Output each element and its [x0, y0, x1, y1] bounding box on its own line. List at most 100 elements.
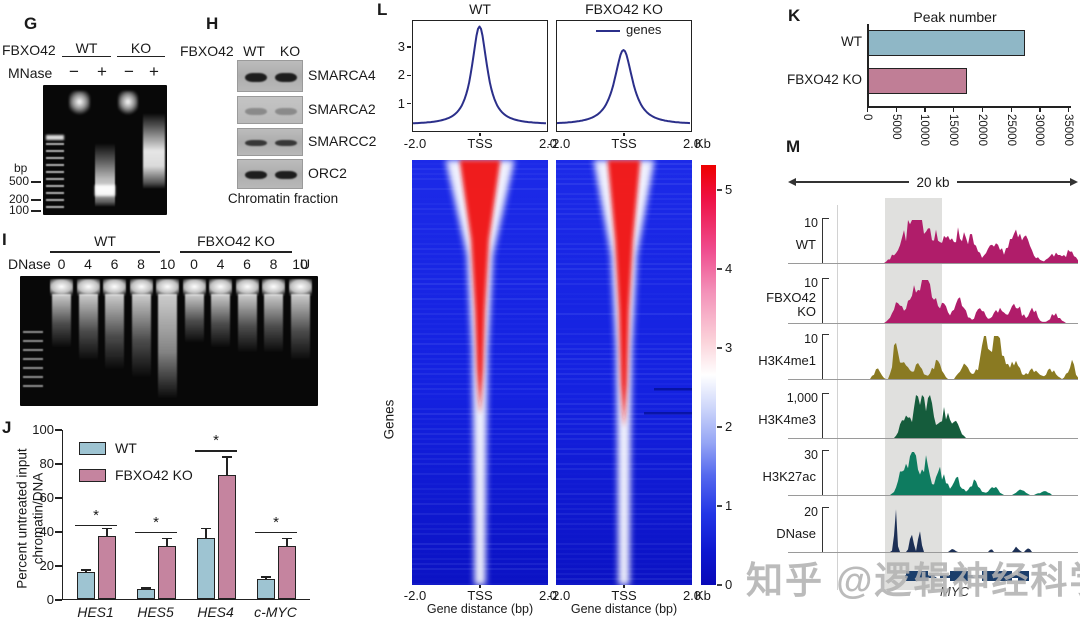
gel-ladder-lane [23, 331, 43, 391]
gene-direction-arrow-icon [934, 572, 940, 580]
heatmap-colorbar [701, 165, 716, 585]
colorbar-tick-label: 5 [725, 182, 733, 197]
error-bar-cap [201, 527, 211, 530]
bar-wt [257, 578, 275, 599]
mnase-sign: − [124, 62, 134, 81]
colorbar-tick-label: 3 [725, 340, 733, 355]
mnase-sign: + [97, 62, 107, 81]
gel-lane [76, 279, 100, 403]
gel-well-band [50, 279, 73, 296]
significance-line [195, 450, 237, 452]
blot-label-smarca2: SMARCA2 [308, 101, 376, 117]
dose-label: 6 [243, 256, 251, 272]
profile-y-tick-label: 1 [397, 95, 405, 111]
gel-well-band [182, 279, 206, 296]
x-tick-label: -2.0 [547, 588, 571, 603]
legend-swatch-0 [79, 442, 106, 455]
marker-tick [31, 199, 41, 201]
marker-200: 200 [8, 192, 29, 206]
marker-tick [31, 181, 41, 183]
colorbar-tick-mark [717, 426, 722, 428]
gel-smear [211, 294, 230, 348]
gel-ladder-lane [46, 143, 64, 209]
blot-strip-smarcc2 [237, 128, 303, 156]
profile-title-wt: WT [469, 1, 491, 17]
colorbar-tick-mark [717, 268, 722, 270]
gel-smear [131, 294, 151, 379]
error-bar-cap [261, 576, 271, 578]
track-axis-bracket [822, 278, 829, 323]
arrow-left-icon [788, 178, 796, 186]
gel-well-band [288, 279, 312, 296]
genes-row-label: Genes [381, 399, 397, 440]
track-baseline [788, 552, 1078, 553]
protein-band [245, 72, 267, 82]
error-bar [145, 588, 147, 590]
group-ko-label: FBXO42 KO [197, 233, 275, 249]
scale-line [796, 181, 910, 183]
legend-label-0: WT [115, 440, 137, 456]
x-tick-label: 2.0 [538, 136, 558, 151]
y-tick-label: 40 [39, 524, 54, 539]
error-bar-cap [102, 527, 112, 530]
gel-smear-wt-plus [95, 143, 115, 207]
track-scale-label: 20 [804, 505, 818, 519]
colorbar-tick-mark [717, 505, 722, 507]
bar-fbxo42-ko [158, 546, 176, 599]
dnase-gel-image [20, 276, 318, 406]
protein-band [275, 171, 297, 179]
marker-500: 500 [8, 174, 29, 188]
y-tick-mark [55, 429, 62, 431]
gene-exon [1018, 571, 1029, 581]
significance-line [135, 532, 177, 534]
dose-label: 8 [269, 256, 278, 272]
track-scale-label: 30 [804, 448, 818, 462]
heatmap-xlabel-wt: Gene distance (bp) [426, 602, 534, 616]
bar-wt [77, 571, 95, 599]
marker-tick [31, 210, 41, 212]
panel-m: M 20 kb WT 10 FBXO42 KO 10 H3K4me1 10 H3K4me3 1… [758, 135, 1080, 623]
heatmap-xlabel-ko: Gene distance (bp) [570, 602, 678, 616]
protein-band [245, 171, 267, 179]
gel-lane [235, 279, 259, 403]
k-x-axis [867, 106, 1071, 108]
k-row-label: FBXO42 KO [786, 72, 862, 87]
profile-y-tick-mark [407, 103, 411, 105]
gel-smear-ko-plus [143, 113, 165, 189]
bar-fbxo42-ko [278, 546, 296, 599]
profile-y-tick-label: 2 [397, 67, 405, 83]
k-bar-wt [868, 30, 1026, 56]
x-tick-mark [479, 585, 481, 588]
track-label-fbxo42-ko: FBXO42 KO [766, 289, 816, 319]
protein-band [245, 140, 267, 146]
x-tick-label: 2.0 [682, 136, 702, 151]
colorbar-tick-mark [717, 347, 722, 349]
protein-band [275, 107, 297, 115]
group-wt-label: WT [94, 233, 116, 249]
category-label: c-MYC [254, 604, 297, 620]
group-underline [50, 251, 160, 253]
gel-well-band [235, 279, 259, 296]
track-axis-bracket [822, 393, 829, 438]
gel-well-band [129, 279, 153, 296]
panel-h-letter: H [206, 14, 219, 33]
x-tick-mark [953, 107, 955, 112]
x-tick-mark [623, 585, 625, 588]
gel-well-band [156, 279, 179, 296]
error-bar [106, 528, 108, 538]
panel-h: H FBXO42 WT KO Chromatin fraction SMARCA… [178, 0, 380, 225]
x-unit-label: Kb [695, 588, 711, 603]
panel-g-letter: G [24, 14, 38, 33]
track-label-wt: WT [795, 236, 816, 252]
track-baseline [788, 438, 1078, 439]
error-bar [286, 538, 288, 548]
gel-smear [184, 294, 204, 343]
blot-caption: Chromatin fraction [227, 191, 339, 206]
watermark: 知乎 @逻辑神经科学 [746, 560, 1080, 601]
significance-star: * [213, 432, 219, 450]
profile-y-tick-label: 3 [397, 38, 405, 54]
gel-smear [78, 294, 98, 361]
gel-well-band [209, 279, 232, 296]
track-axis-bracket [822, 218, 829, 263]
panel-l-letter: L [377, 0, 388, 19]
